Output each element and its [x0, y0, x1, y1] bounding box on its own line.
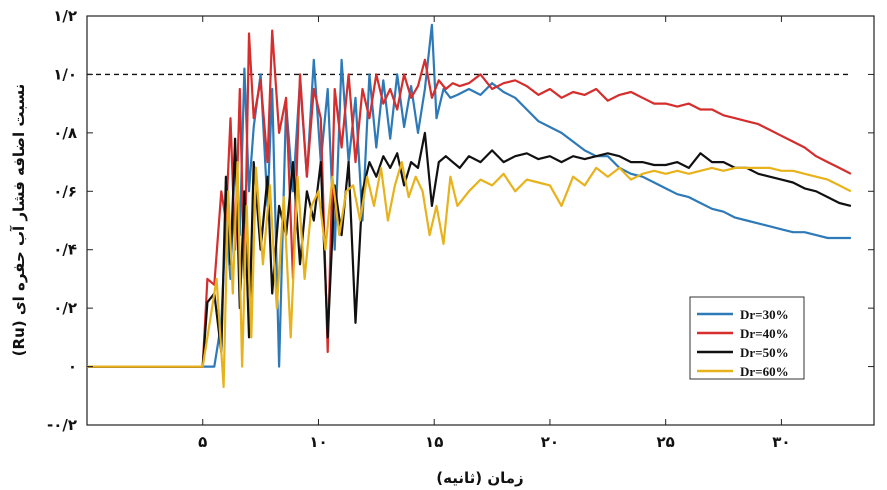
y-axis-label: نسبت اضافه فشار آب حفره ای (Ru) [10, 84, 28, 357]
legend-label-2: Dr=40% [740, 326, 789, 341]
x-tick-label: ۳۰ [772, 433, 790, 451]
series-line-1 [87, 23, 851, 368]
x-axis-ticks: ۵ ۱۰ ۱۵ ۲۰ ۲۵ ۳۰ [198, 16, 791, 451]
y-tick-label: -۰/۲ [47, 416, 77, 434]
y-tick-label: ۰/۴ [53, 241, 77, 259]
series-group [87, 23, 852, 389]
series-line-3 [87, 131, 852, 368]
y-axis-ticks: -۰/۲ ۰ ۰/۲ ۰/۴ ۰/۶ ۰/۸ ۱/۰ ۱/۲ [47, 7, 874, 434]
y-tick-label: ۱/۲ [53, 7, 77, 25]
series-line-2 [87, 29, 852, 368]
x-tick-label: ۲۵ [657, 433, 675, 451]
legend: Dr=30% Dr=40% Dr=50% Dr=60% [689, 296, 805, 380]
legend-label-1: Dr=30% [740, 307, 789, 322]
y-tick-label: ۰/۲ [53, 299, 77, 317]
y-tick-label: ۰/۶ [53, 182, 77, 200]
legend-box [689, 296, 805, 380]
x-axis-label: زمان (ثانیه) [436, 469, 523, 487]
y-tick-label: ۱/۰ [53, 65, 77, 83]
y-tick-label: ۰ [68, 358, 77, 376]
series-line-4 [87, 161, 852, 389]
x-tick-label: ۱۵ [425, 433, 443, 451]
x-tick-label: ۵ [198, 433, 207, 451]
x-tick-label: ۱۰ [309, 433, 327, 451]
legend-label-3: Dr=50% [740, 345, 789, 360]
x-tick-label: ۲۰ [541, 433, 559, 451]
y-tick-label: ۰/۸ [53, 124, 77, 142]
legend-label-4: Dr=60% [740, 364, 789, 379]
